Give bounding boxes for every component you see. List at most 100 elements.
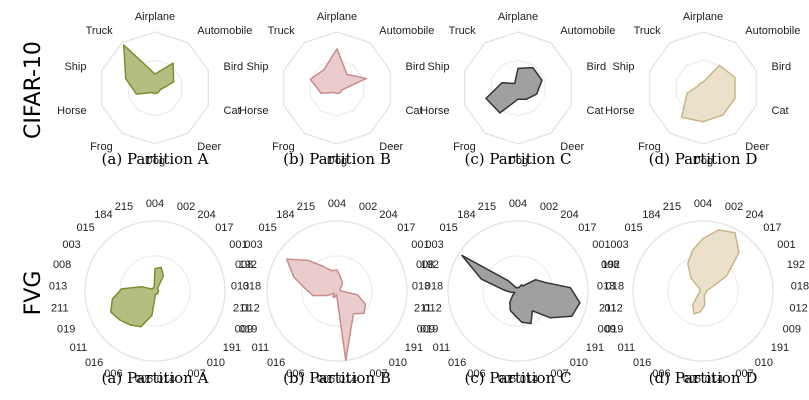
chart-caption: (a) Partition A [102,369,209,387]
axis-label: 006 [467,368,485,380]
axis-label: 017 [397,222,415,234]
axis-label: 018 [606,281,624,293]
axis-label: Truck [86,25,114,37]
axis-label: 011 [70,342,88,354]
axis-label: 211 [51,303,69,315]
axis-label: 011 [433,342,451,354]
axis-label: 012 [423,303,441,315]
axis-label: Cat [224,105,241,117]
axis-label: 012 [241,303,259,315]
axis-label: Cat [406,105,423,117]
axis-label: Ship [246,61,268,73]
axis-label: 211 [599,303,617,315]
axis-label: Horse [57,105,86,117]
radar-frame [447,220,589,362]
axis-label: 204 [379,209,397,221]
axis-label: 191 [223,342,241,354]
radar-chart-3: Airplane Automobile Bird Cat Deer Dog Frog Hors… [605,11,800,168]
axis-label: 009 [417,324,435,336]
axis-label: Airplane [498,11,538,23]
axis-label: 204 [560,209,578,221]
axis-label: 009 [783,324,801,336]
axis-label: Dog [327,155,347,167]
radar-inner-ring [309,59,365,117]
radar-frame [632,220,774,362]
axis-label: 008 [601,259,619,271]
axis-label: 006 [104,368,122,380]
axis-label: 001 [411,239,429,251]
chart-caption: (b) Partition B [283,369,391,387]
axis-label: Deer [197,141,221,153]
axis-label: Automobile [197,25,252,37]
radar-series [687,229,740,315]
row-label-fvg: FVG [21,271,46,316]
axis-label: 215 [663,201,681,213]
axis-label: 017 [578,222,596,234]
axis-label: 013 [231,281,249,293]
axis-label: 019 [605,324,623,336]
axis-label: Automobile [745,25,800,37]
row-label-cifar10: CIFAR-10 [21,41,46,139]
chart-caption: (c) Partition C [465,150,572,168]
axis-label: 013 [597,281,615,293]
axis-label: Automobile [379,25,434,37]
axis-label: 014 [520,373,538,385]
axis-label: 017 [763,222,781,234]
axis-label: 016 [267,357,285,369]
axis-label: Airplane [135,11,175,23]
axis-label: 004 [146,198,164,210]
axis-label: Dog [693,155,713,167]
axis-label: 005 [498,373,516,385]
axis-label: 001 [229,239,247,251]
radar-series [485,66,543,114]
axis-label: 005 [683,373,701,385]
axis-label: 010 [389,357,407,369]
axis-label: 014 [705,373,723,385]
axis-label: 211 [233,303,251,315]
radar-frame [283,31,391,145]
axis-label: Frog [272,141,295,153]
axis-label: 184 [642,209,660,221]
chart-caption: (a) Partition A [102,150,209,168]
axis-label: 003 [425,239,443,251]
axis-label: Truck [449,25,477,37]
axis-label: Frog [453,141,476,153]
axis-label: 002 [725,201,743,213]
axis-label: 184 [276,209,294,221]
radar-frame [84,220,226,362]
axis-label: 215 [297,201,315,213]
axis-label: Dog [508,155,528,167]
axis-label: 018 [791,281,809,293]
axis-label: 019 [57,324,75,336]
axis-label: 001 [592,239,610,251]
axis-label: 004 [328,198,346,210]
radar-frame [649,31,757,145]
axis-label: 017 [215,222,233,234]
radar-series [309,48,368,95]
axis-label: Bird [587,61,607,73]
axis-label: 211 [414,303,432,315]
axis-label: 215 [115,201,133,213]
chart-caption: (d) Partition D [649,369,758,387]
chart-caption: (b) Partition B [283,150,391,168]
axis-label: 192 [787,259,805,271]
axis-label: Cat [772,105,789,117]
axis-label: 019 [420,324,438,336]
axis-label: Horse [420,105,449,117]
axis-label: 192 [602,259,620,271]
axis-label: 015 [258,222,276,234]
axis-label: Frog [90,141,113,153]
axis-label: 007 [187,368,205,380]
radar-series [122,44,175,95]
axis-label: 016 [85,357,103,369]
axis-label: 008 [416,259,434,271]
radar-series [286,258,367,362]
axis-label: Airplane [683,11,723,23]
axis-label: 014 [339,373,357,385]
axis-label: Automobile [560,25,615,37]
axis-label: Frog [638,141,661,153]
axis-label: 013 [412,281,430,293]
